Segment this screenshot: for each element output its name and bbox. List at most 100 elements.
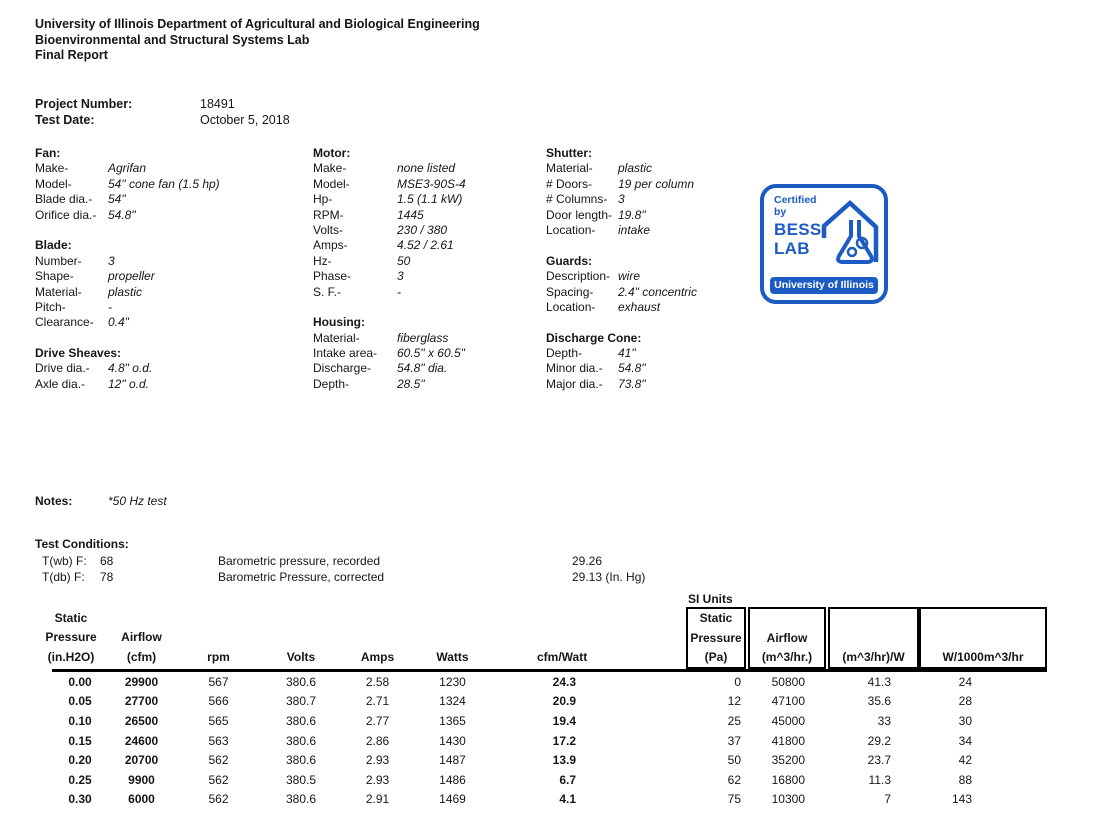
table-cell: 41800 <box>771 733 805 748</box>
table-cell: 1430 <box>439 733 466 748</box>
table-cell: 42 <box>958 753 972 768</box>
spec-value: exhaust <box>618 299 661 314</box>
spec-row: Guards: <box>546 254 697 269</box>
spec-row: Fan: <box>35 146 220 161</box>
column-header: Watts <box>415 607 490 667</box>
spec-label: Major dia.- <box>546 376 603 391</box>
table-cell: 34 <box>958 733 972 748</box>
tc-label: T(db) F: <box>42 570 85 585</box>
spec-row: Shape-propeller <box>35 269 220 284</box>
column-header-line: Static <box>699 611 733 626</box>
spec-label: Axle dia.- <box>35 376 86 391</box>
column-header: Airflow (cfm) <box>108 607 175 667</box>
spec-label: Shape- <box>35 269 74 284</box>
test-condition-row: T(db) F: 78 Barometric Pressure, corrected… <box>0 570 1100 586</box>
spec-row: Hz- 50 <box>313 254 466 269</box>
spec-label: Drive dia.- <box>35 361 90 376</box>
table-cell: 20.9 <box>552 694 576 709</box>
table-cell: 565 <box>208 713 229 728</box>
spec-value: 19 per column <box>618 176 695 191</box>
section-heading: Blade: <box>35 238 72 253</box>
spec-value: - <box>397 284 401 299</box>
performance-data-table: 0.00 29900 567 380.6 2.58 1230 24.3 0 50800 41.3 2… <box>52 672 1046 809</box>
table-cell: 35200 <box>771 753 805 768</box>
spec-value: 50 <box>397 253 411 268</box>
spec-label: Model- <box>313 176 350 191</box>
table-cell: 380.6 <box>285 733 317 748</box>
spec-value: - <box>108 299 112 314</box>
spec-label: Clearance- <box>35 315 94 330</box>
table-cell: 10300 <box>771 792 805 807</box>
lab-title: Bioenvironmental and Structural Systems … <box>35 32 310 47</box>
spec-value: plastic <box>108 284 143 299</box>
spec-value: 73.8" <box>618 376 646 391</box>
spec-value: plastic <box>618 161 653 176</box>
spec-row <box>35 223 220 238</box>
table-header-divider <box>52 669 1047 672</box>
spec-row: Drive dia.- 4.8" o.d. <box>35 361 220 376</box>
test-date-row: Test Date: October 5, 2018 <box>35 113 290 129</box>
spec-value: 3 <box>397 269 404 284</box>
spec-row: Depth- 28.5" <box>313 377 466 392</box>
test-conditions-title: Test Conditions: <box>35 537 129 551</box>
spec-value: 1.5 (1.1 kW) <box>397 192 463 207</box>
table-row: 0.30 6000 562 380.6 2.91 1469 4.1 75 10300 7 143 <box>52 790 1046 810</box>
notes-row: Notes: *50 Hz test <box>35 494 167 508</box>
spec-label: RPM- <box>313 207 344 222</box>
report-title-block: University of Illinois Department of Agr… <box>35 17 480 64</box>
table-cell: 2.93 <box>365 772 390 787</box>
table-cell: 0.10 <box>68 713 92 728</box>
spec-row: Clearance- 0.4" <box>35 315 220 330</box>
spec-row: Phase- 3 <box>313 269 466 284</box>
spec-column-motor: Motor: Make-none listed Model- MSE3-90S-4 Hp… <box>313 146 466 392</box>
spec-label: Door length- <box>546 207 613 222</box>
column-header-line: Volts <box>286 649 316 664</box>
table-cell: 562 <box>208 792 229 807</box>
spec-value: 2.4" concentric <box>618 284 697 299</box>
spec-label: Volts- <box>313 222 344 237</box>
spec-row: Material-plastic <box>546 161 697 176</box>
spec-row: Discharge- 54.8" dia. <box>313 361 466 376</box>
table-cell: 62 <box>727 772 741 787</box>
table-cell: 27700 <box>124 694 159 709</box>
table-cell: 0 <box>734 674 741 689</box>
notes-text: *50 Hz test <box>108 494 167 508</box>
spec-label: # Columns- <box>546 192 608 207</box>
tc-description: Barometric pressure, recorded <box>218 554 381 568</box>
table-row: 0.10 26500 565 380.6 2.77 1365 19.4 25 45000 33 30 <box>52 711 1046 731</box>
table-cell: 6000 <box>128 792 155 807</box>
spec-value: 54.8" <box>618 361 646 376</box>
table-cell: 23.7 <box>867 753 891 768</box>
table-cell: 1324 <box>439 694 466 709</box>
si-column-header: (m^3/hr)/W <box>828 607 919 669</box>
table-cell: 35.6 <box>867 694 891 709</box>
tc-description: Barometric Pressure, corrected <box>218 570 385 585</box>
spec-value: 0.4" <box>108 315 129 330</box>
table-cell: 16800 <box>771 772 805 787</box>
table-cell: 1486 <box>439 772 466 787</box>
spec-label: Orifice dia.- <box>35 207 97 222</box>
table-cell: 24600 <box>124 733 159 748</box>
table-cell: 41.3 <box>867 674 891 689</box>
spec-row: # Columns- 3 <box>546 192 697 207</box>
spec-row <box>546 238 697 253</box>
spec-row: Housing: <box>313 315 466 330</box>
spec-label: Hz- <box>313 253 332 268</box>
spec-row: Shutter: <box>546 146 697 161</box>
spec-row <box>35 331 220 346</box>
spec-column-fan: Fan: Make- Agrifan Model- 54" cone fan (1.5 … <box>35 146 220 392</box>
spec-row: # Doors- 19 per column <box>546 177 697 192</box>
table-row: 0.15 24600 563 380.6 2.86 1430 17.2 37 41800 29.2… <box>52 731 1046 751</box>
table-cell: 143 <box>951 792 972 807</box>
column-header-line: (in.H2O) <box>47 649 95 664</box>
table-cell: 1487 <box>439 753 466 768</box>
column-header-line: W/1000m^3/hr <box>942 649 1024 664</box>
table-cell: 562 <box>208 772 229 787</box>
table-cell: 4.1 <box>559 792 576 807</box>
spec-row: Depth- 41" <box>546 346 697 361</box>
table-cell: 0.00 <box>68 674 92 689</box>
org-title: University of Illinois Department of Agr… <box>35 17 480 31</box>
spec-label: Phase- <box>313 269 352 284</box>
column-header: cfm/Watt <box>537 607 637 667</box>
table-cell: 2.71 <box>365 694 390 709</box>
